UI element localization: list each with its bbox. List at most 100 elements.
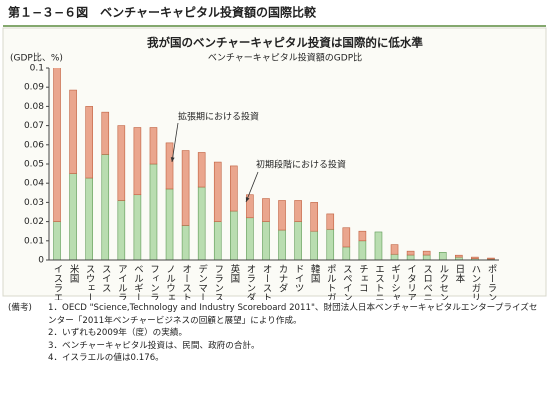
note-item: 3．ベンチャーキャピタル投資は、民間、政府の合計。 <box>48 340 260 351</box>
bar-segment <box>262 198 270 222</box>
bar-segment <box>213 221 222 261</box>
bar-segment <box>390 253 399 261</box>
bar-segment <box>246 194 254 219</box>
x-tick-label: スイス <box>100 264 112 293</box>
bar-segment <box>406 250 415 256</box>
x-tick-label: デンマーク <box>196 263 208 300</box>
bar-segment <box>85 177 93 261</box>
bar-segment <box>342 227 351 248</box>
bar-segment <box>165 142 174 190</box>
bar-segment <box>53 68 61 222</box>
bar-segment <box>326 228 335 261</box>
bar-segment <box>310 230 318 261</box>
callout-arrowhead <box>245 197 250 202</box>
bar-segment <box>262 221 270 261</box>
series-label: 初期段階における投資 <box>256 159 346 171</box>
y-tick-label: 0.07 <box>24 121 44 131</box>
y-axis-label: (GDP比、%) <box>10 52 63 64</box>
x-tick-label: スロベニア <box>421 264 433 300</box>
x-tick-label: チェコ <box>357 264 368 293</box>
bar-segment <box>342 246 351 261</box>
x-tick-label: 日本 <box>453 264 465 284</box>
x-tick-label: ポルトガル <box>325 264 337 300</box>
bar-segment <box>455 254 463 258</box>
bar-segment <box>358 240 367 261</box>
bar-segment <box>101 154 110 261</box>
bar-segment <box>101 111 110 155</box>
x-tick-label: ドイツ <box>293 264 305 293</box>
x-tick-label: 韓国 <box>309 264 321 284</box>
x-tick-label: イスラエル <box>52 264 64 300</box>
x-tick-label: フランス <box>212 264 223 300</box>
bar-segment <box>165 188 174 261</box>
y-tick-label: 0.05 <box>24 160 44 170</box>
bar-segment <box>471 256 479 259</box>
x-tick-label: オーストリア <box>260 264 272 300</box>
chart-title: 我が国のベンチャーキャピタル投資は国際的に低水準 <box>147 36 423 50</box>
callout-arrow <box>171 122 179 163</box>
y-tick-label: 0.03 <box>24 198 44 208</box>
bar-segment <box>422 254 431 261</box>
x-tick-label: エストニア <box>373 264 385 300</box>
bar-segment <box>326 213 335 230</box>
y-tick-label: 0.09 <box>24 83 44 93</box>
bar-segment <box>422 250 431 256</box>
y-tick-label: 0.08 <box>24 102 44 112</box>
chart: 第１−３−６図 ベンチャーキャピタル投資額の国際比較 我が国のベンチャーキャピタ… <box>2 5 547 300</box>
x-tick-label: 米国 <box>68 263 80 284</box>
x-tick-label: ルクセンブルグ <box>437 264 449 300</box>
bar-segment <box>117 200 126 261</box>
note-item: 1．OECD "Science,Technology and Industry … <box>48 303 538 326</box>
x-tick-label: イタリア <box>405 264 417 300</box>
x-tick-label: 英国 <box>228 263 240 284</box>
bar-segment <box>438 252 447 261</box>
bar-segment <box>230 210 238 261</box>
bar-segment <box>197 152 206 188</box>
bar-segment <box>213 161 222 222</box>
bar-segment <box>181 225 190 261</box>
notes-label: (備考) <box>8 303 32 313</box>
bar-segment <box>294 221 302 261</box>
bar-segment <box>133 194 142 261</box>
bar-segment <box>278 200 286 231</box>
x-tick-label: カナダ <box>277 264 289 293</box>
x-tick-label: アイルランド <box>116 264 128 300</box>
bar-segment <box>53 221 61 261</box>
bar-segment <box>69 89 77 174</box>
notes-block: (備考) 1．OECD "Science,Technology and Indu… <box>8 302 538 365</box>
bar-segment <box>278 229 286 261</box>
chart-frame <box>2 27 547 297</box>
bar-segment <box>310 202 318 232</box>
callout-arrowhead <box>170 157 175 162</box>
bar-segment <box>117 125 126 201</box>
callout-arrow <box>245 171 259 203</box>
bar-segment <box>181 150 190 226</box>
notes-items: 1．OECD "Science,Technology and Industry … <box>48 302 538 365</box>
y-tick-label: 0.04 <box>24 179 44 189</box>
x-tick-label: ノルウェー <box>164 264 176 300</box>
bar-segment <box>487 257 495 260</box>
bar-segment <box>85 106 93 179</box>
note-item: 4．イスラエルの値は0.176。 <box>48 353 164 363</box>
notes: (備考) 1．OECD "Science,Technology and Indu… <box>8 302 538 365</box>
y-tick-label: 0.1 <box>30 64 44 74</box>
note-item: 2．いずれも2009年（度）の実績。 <box>48 328 188 338</box>
bar-segment <box>294 200 302 222</box>
y-tick-label: 0.02 <box>24 217 44 227</box>
bar-segment <box>230 165 238 212</box>
x-tick-label: スウェーデン <box>84 264 96 300</box>
bar-segment <box>406 254 415 261</box>
figure-title: 第１−３−６図 ベンチャーキャピタル投資額の国際比較 <box>8 5 317 20</box>
bar-segment <box>358 230 367 242</box>
chart-subtitle: ベンチャーキャピタル投資額のGDP比 <box>208 52 362 64</box>
x-tick-label: スペイン <box>341 264 353 300</box>
bar-segment <box>149 127 158 165</box>
bar-segment <box>390 244 399 255</box>
bar-segment <box>149 163 158 261</box>
bar-segment <box>374 231 383 261</box>
series-label: 拡張期における投資 <box>178 111 259 123</box>
x-tick-label: ハンガリー <box>469 264 481 300</box>
x-tick-label: フィンランド <box>148 264 159 300</box>
bars <box>53 68 495 261</box>
